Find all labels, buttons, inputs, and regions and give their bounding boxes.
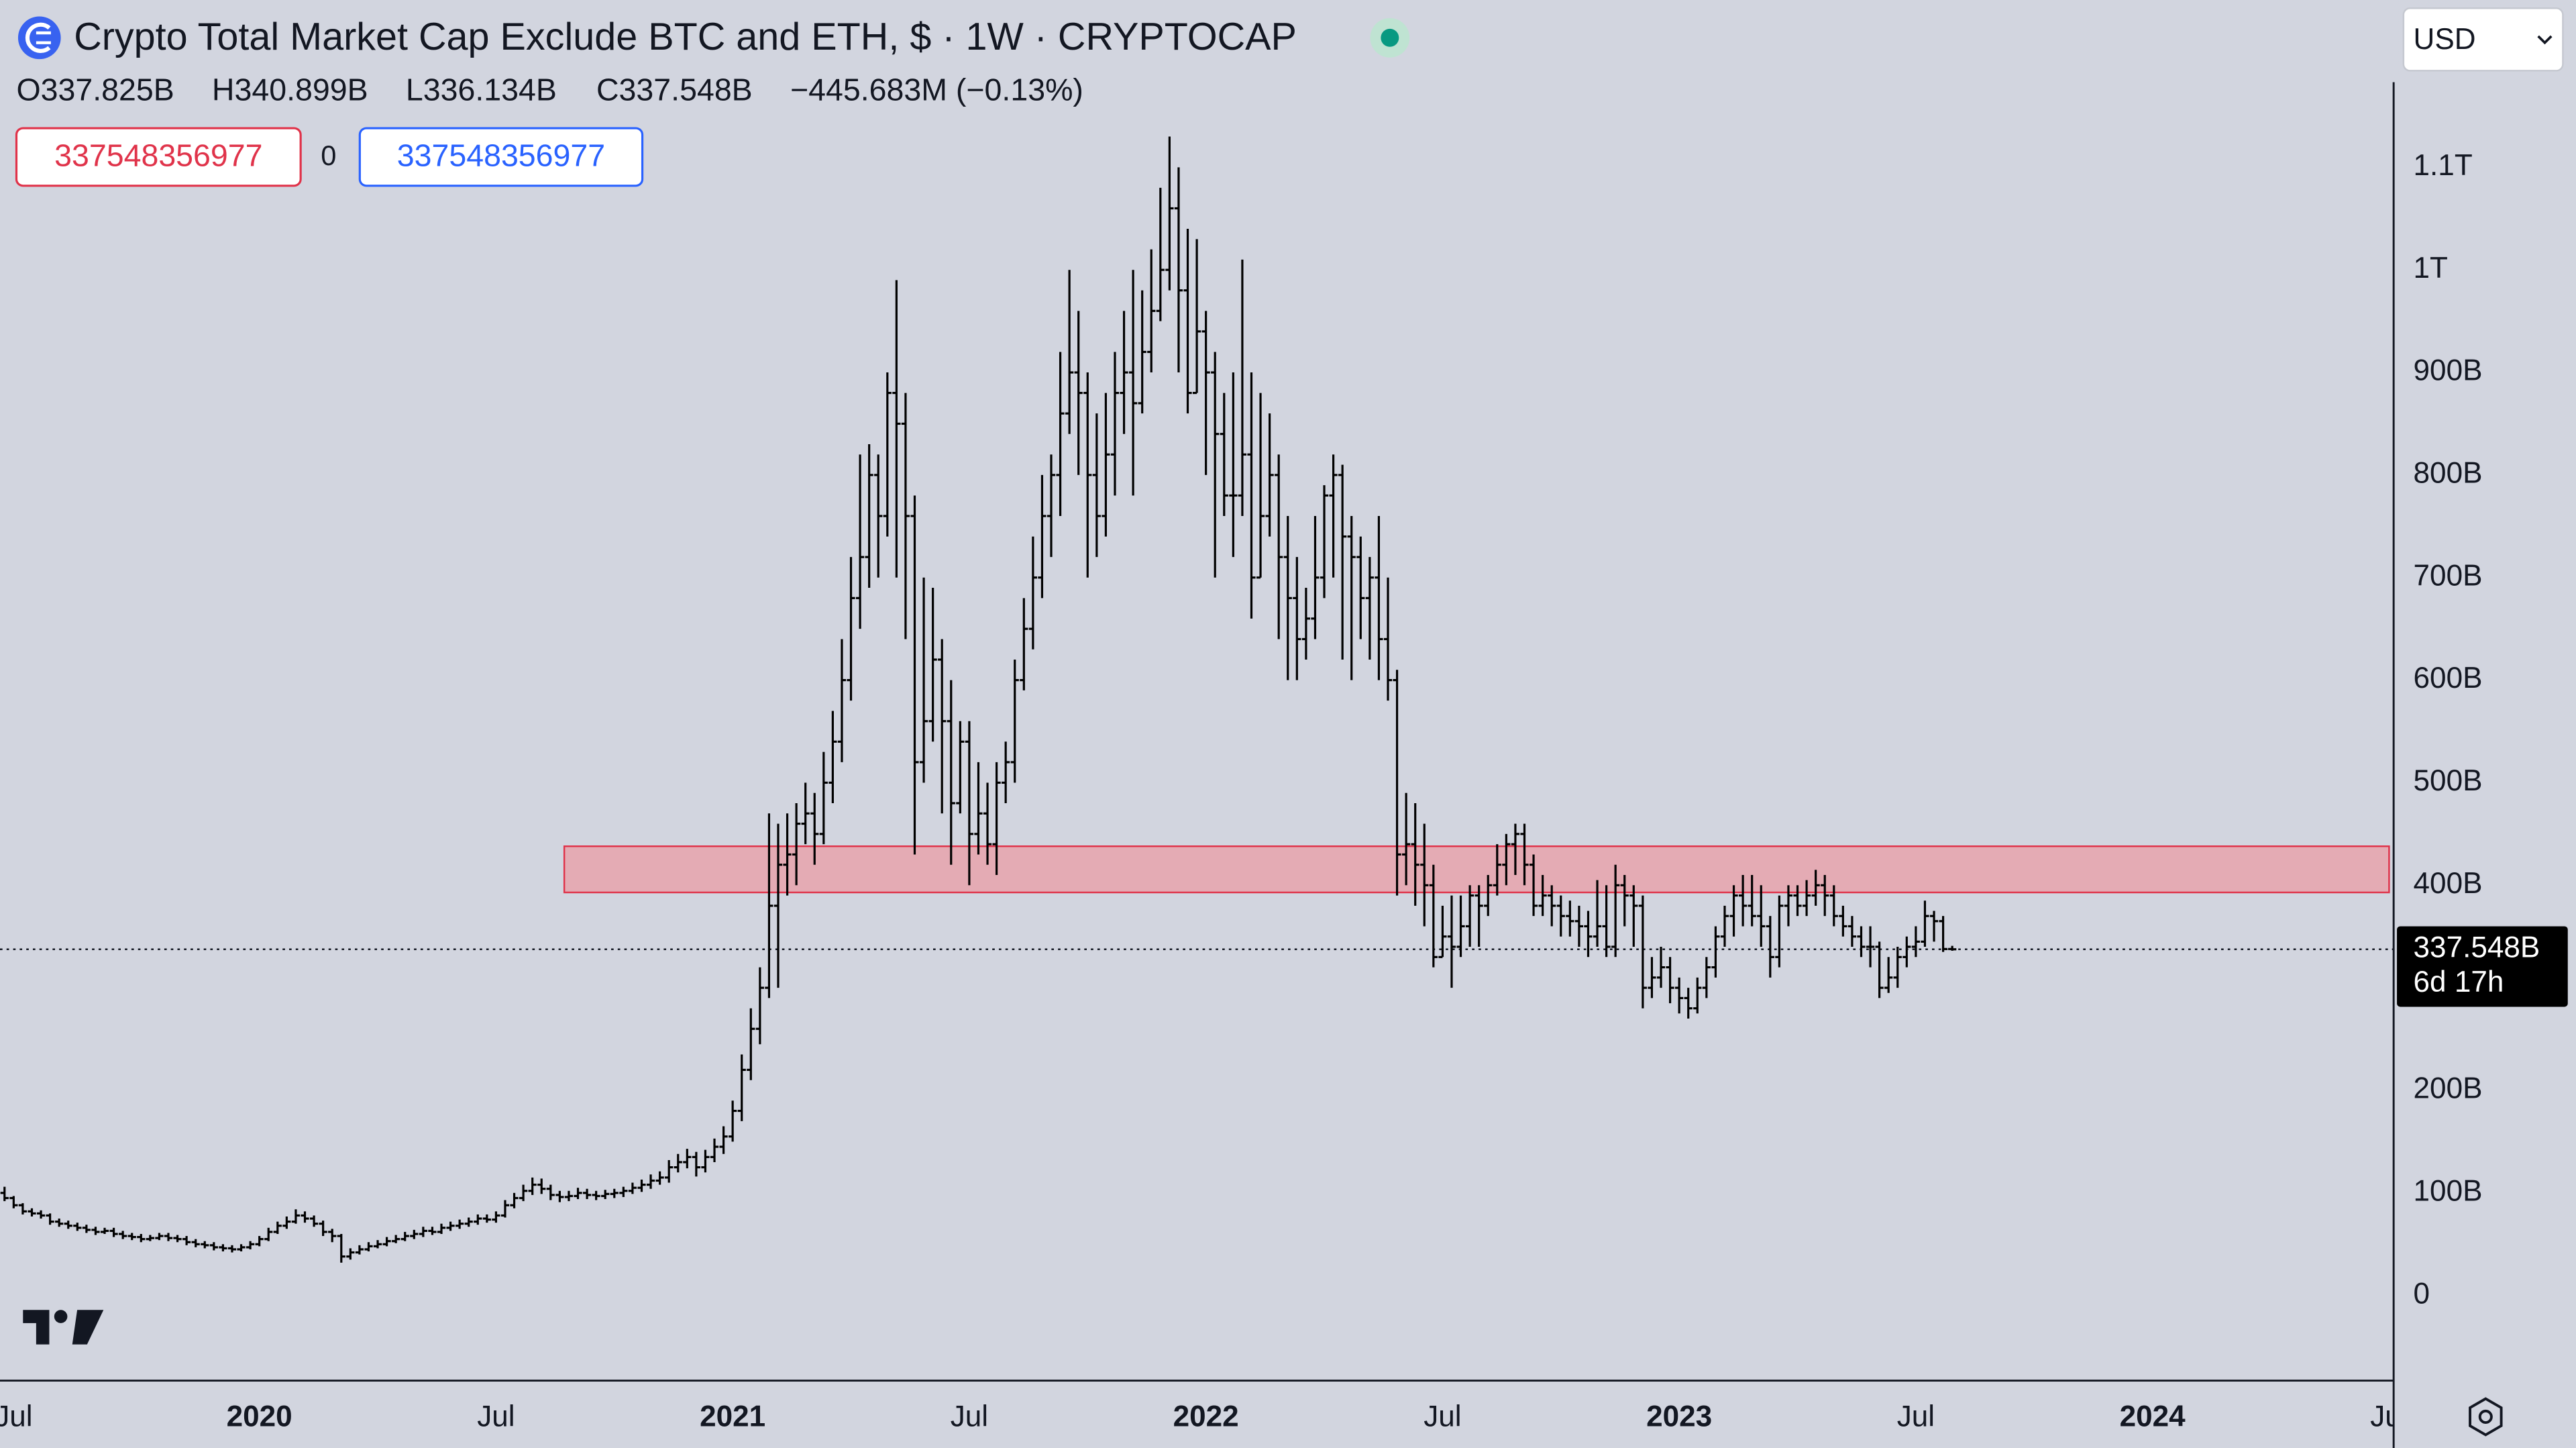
market-status-dot [1381,28,1399,47]
y-tick-label: 800B [2414,457,2483,490]
currency-select[interactable]: USD [2402,7,2564,72]
plot-area [0,136,2394,1263]
tradingview-logo [23,1310,104,1345]
ohlc-value: H340.899B [212,72,368,107]
x-tick-label: Jul [477,1400,515,1433]
ohlc-value: −445.683M (−0.13%) [790,72,1083,107]
y-tick-label: 600B [2414,662,2483,694]
bar-countdown: 6d 17h [2414,966,2504,998]
x-tick-label: 2024 [2120,1400,2186,1433]
x-tick-label: Jul [1424,1400,1461,1433]
y-tick-label: 700B [2414,559,2483,592]
input-box[interactable] [358,127,644,187]
y-tick-label: 200B [2414,1072,2483,1105]
x-tick-label: Jul [2370,1400,2408,1433]
y-tick-label: 100B [2414,1174,2483,1207]
y-tick-label: 400B [2414,867,2483,900]
x-tick-label: 2022 [1173,1400,1239,1433]
x-tick-label: 2021 [700,1400,765,1433]
x-tick-label: Jul [951,1400,988,1433]
input-value[interactable]: 337548356977 [397,138,605,172]
chart-title: Crypto Total Market Cap Exclude BTC and … [74,15,1297,58]
symbol-icon [17,16,61,60]
y-tick-label: 1T [2414,252,2448,285]
y-tick-label: 900B [2414,354,2483,387]
input-row: 337548356977 0 337548356977 [15,127,644,187]
input-box[interactable] [15,127,302,187]
last-price-label: 337.548B [2414,931,2540,964]
resistance-zone [563,845,2390,894]
y-tick-label: 0 [2414,1277,2430,1310]
last-price-badge [2397,926,2568,1007]
ohlc-value: O337.825B [16,72,174,107]
ohlc-value: L336.134B [406,72,557,107]
x-tick-label: 2020 [227,1400,292,1433]
ohlc-value: C337.548B [596,72,753,107]
x-tick-label: Jul [1897,1400,1935,1433]
x-tick-label: Jul [0,1400,33,1433]
y-tick-label: 1.1T [2414,149,2473,182]
currency[interactable]: USD [2414,23,2476,56]
y-tick-label: 500B [2414,764,2483,797]
x-tick-label: 2023 [1646,1400,1712,1433]
input-value[interactable]: 0 [321,140,336,171]
input-value[interactable]: 337548356977 [54,138,262,172]
settings-icon[interactable] [2469,1397,2503,1437]
ohlc-legend: O337.825B H340.899B L336.134B C337.548B −445… [16,72,1083,107]
x-axis-labels: Jul 2020 Jul 2021 Jul 2022 Jul 2023 Jul 2024 Jul [0,1400,2408,1433]
